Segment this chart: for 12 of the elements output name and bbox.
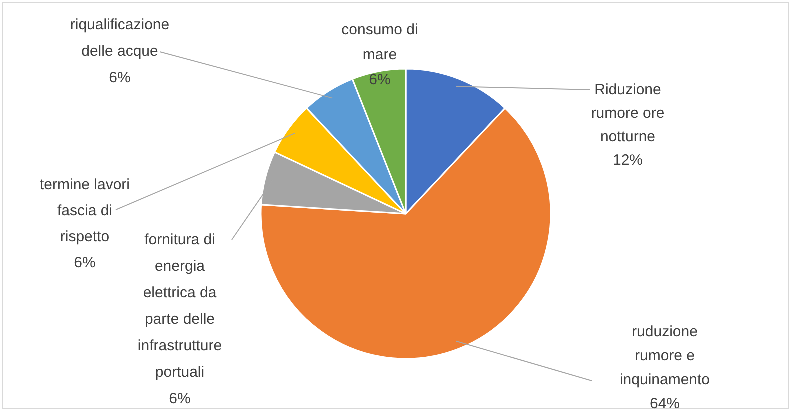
data-label: 64%: [650, 396, 680, 411]
slice-label: Riduzione rumore ore notturne: [591, 82, 665, 146]
slice-label: consumo di mare: [342, 22, 418, 64]
slice-label: termine lavori fascia di rispetto: [40, 176, 130, 246]
data-label: 6%: [369, 72, 391, 88]
slice-label: riqualificazione delle acque: [70, 16, 170, 60]
data-label: 6%: [169, 390, 191, 408]
slice-label: ruduzione rumore e inquinamento: [620, 324, 710, 388]
data-label: 6%: [74, 254, 96, 272]
data-label: 6%: [109, 70, 131, 86]
slice-label: fornitura di energia elettrica da parte delle infrastrutture portuali: [138, 232, 222, 381]
data-label: 12%: [612, 152, 644, 169]
